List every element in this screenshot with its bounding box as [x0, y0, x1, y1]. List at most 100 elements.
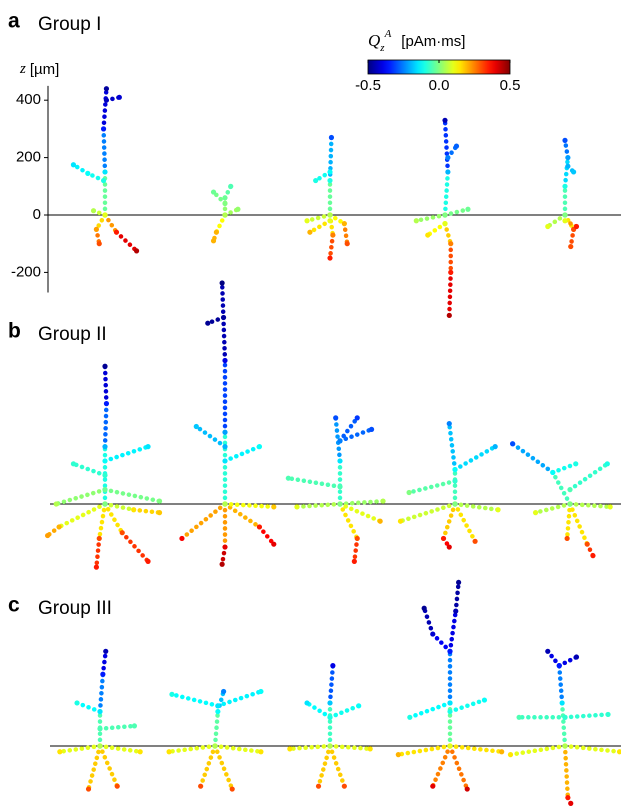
dendrite-segment: [337, 501, 383, 524]
compartment: [446, 421, 452, 427]
compartment: [337, 484, 343, 490]
neuron: [166, 688, 264, 792]
neuron: [287, 663, 373, 789]
dendrite-segment: [102, 487, 162, 504]
compartment: [377, 518, 383, 524]
compartment: [114, 783, 120, 789]
dendrite-segment: [337, 498, 386, 507]
compartment: [448, 241, 454, 247]
compartment: [516, 714, 522, 720]
dendrite-segment: [166, 743, 218, 754]
compartment: [215, 703, 221, 709]
dendrite-segment: [352, 536, 360, 564]
dendrite-segment: [286, 475, 343, 490]
compartment: [169, 691, 175, 697]
compartment: [442, 212, 448, 218]
compartment: [447, 708, 453, 715]
compartment: [562, 743, 568, 749]
dendrite-segment: [219, 280, 228, 363]
compartment: [97, 708, 103, 715]
neuron: [45, 363, 163, 570]
compartment: [100, 671, 106, 677]
compartment: [440, 535, 447, 542]
dendrite-segment: [85, 171, 106, 183]
compartment: [565, 795, 571, 801]
compartment: [97, 726, 103, 732]
compartment: [256, 444, 263, 450]
compartment: [406, 489, 412, 496]
dendrite-segment: [453, 580, 461, 614]
compartment: [220, 314, 227, 321]
dendrite-segment: [222, 501, 262, 530]
colorbar-tick-label: -0.5: [355, 77, 381, 94]
dendrite-segment: [557, 663, 565, 706]
z-axis-label: z [µm]: [19, 61, 59, 78]
dendrite-segment: [97, 743, 143, 754]
dendrite-segment: [304, 212, 333, 223]
compartment: [430, 631, 436, 637]
dendrite-segment: [447, 421, 458, 472]
dendrite-segment: [442, 118, 451, 175]
dendrite-segment: [53, 487, 108, 507]
neuron: [509, 441, 613, 559]
compartment: [327, 700, 333, 706]
cb-unit: [pAm·ms]: [401, 33, 465, 50]
compartment: [102, 444, 108, 450]
dendrite-segment: [71, 461, 108, 478]
compartment: [559, 700, 565, 706]
compartment: [481, 697, 488, 703]
dendrite-segment: [307, 218, 333, 235]
panel-title: Group III: [38, 598, 112, 619]
compartment: [221, 688, 227, 695]
compartment: [103, 97, 110, 103]
compartment: [604, 461, 610, 467]
dendrite-segment: [215, 689, 264, 709]
compartment: [337, 438, 343, 444]
compartment: [90, 208, 97, 214]
dendrite-segment: [94, 212, 108, 232]
compartment: [445, 169, 451, 175]
dendrite-segment: [442, 207, 471, 218]
colorbar-tick-label: 0.0: [429, 77, 450, 94]
compartment: [304, 700, 310, 706]
z-unit: [µm]: [30, 61, 59, 78]
compartment: [219, 280, 225, 286]
panel-title: Group I: [38, 14, 101, 35]
dendrite-segment: [398, 501, 458, 524]
dendrite-segment: [396, 743, 453, 757]
dendrite-segment: [562, 712, 611, 720]
compartment: [532, 510, 539, 516]
dendrite-segment: [447, 608, 458, 654]
compartment: [495, 507, 501, 513]
compartment: [573, 223, 580, 230]
z-tick-label: -200: [11, 263, 41, 280]
compartment: [307, 229, 313, 235]
compartment: [327, 714, 333, 720]
dendrite-segment: [452, 501, 478, 544]
compartment: [341, 221, 347, 227]
dendrite-segment: [222, 444, 262, 464]
dendrite-segment: [102, 212, 119, 235]
cb-symbol: Q: [368, 31, 380, 50]
dendrite-segment: [212, 743, 235, 792]
panel-label: a: [8, 10, 20, 33]
compartment: [74, 700, 80, 706]
compartment: [285, 475, 291, 481]
compartment: [213, 229, 219, 235]
compartment: [304, 218, 310, 224]
dendrite-segment: [219, 544, 228, 567]
compartment: [327, 169, 333, 175]
compartment: [330, 232, 336, 238]
dendrite-segment: [169, 692, 221, 709]
compartment: [212, 743, 218, 749]
compartment: [456, 579, 462, 586]
compartment: [564, 535, 570, 542]
dendrite-segment: [447, 743, 470, 792]
dendrite-segment: [102, 501, 136, 512]
compartment: [85, 170, 91, 176]
dendrite-segment: [447, 697, 487, 714]
dendrite-segment: [442, 221, 453, 246]
compartment: [327, 212, 333, 218]
compartment: [447, 743, 453, 749]
compartment: [116, 94, 122, 100]
